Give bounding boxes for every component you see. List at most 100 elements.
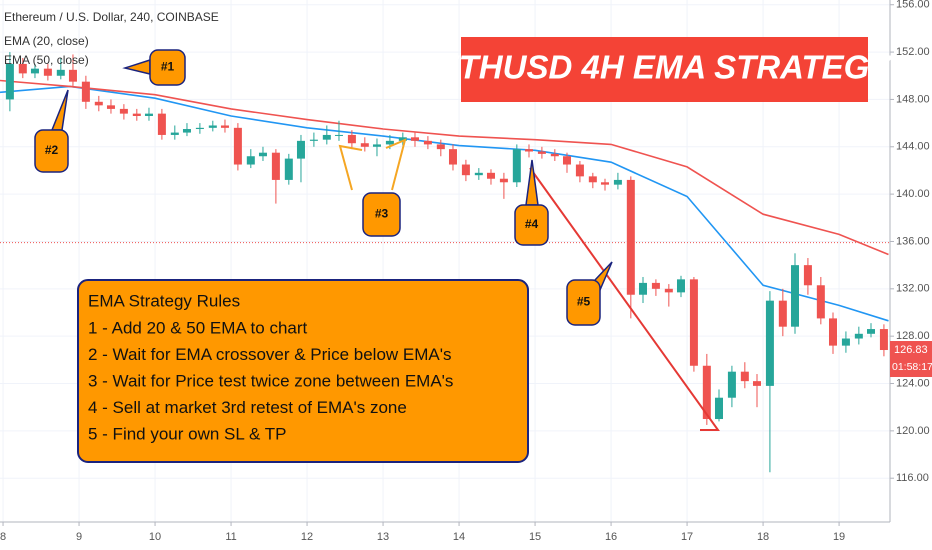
candle-body bbox=[816, 285, 825, 319]
candle-body bbox=[879, 329, 888, 351]
last-price-box bbox=[890, 341, 932, 378]
legend-entry: EMA (50, close) bbox=[4, 53, 89, 67]
rule: 2 - Wait for EMA crossover & Price below… bbox=[88, 345, 452, 364]
countdown: 01:58:17 bbox=[892, 361, 932, 373]
candle-body bbox=[474, 172, 483, 176]
candle-body bbox=[157, 113, 166, 135]
candle-body bbox=[575, 164, 584, 177]
candle-body bbox=[81, 81, 90, 102]
x-tick-label: 15 bbox=[529, 531, 541, 543]
candle-body bbox=[727, 371, 736, 398]
chart-header: Ethereum / U.S. Dollar, 240, COINBASE bbox=[4, 10, 219, 24]
x-tick-label: 13 bbox=[377, 531, 389, 543]
candle-body bbox=[372, 144, 381, 147]
x-tick-label: 17 bbox=[681, 531, 693, 543]
candle-body bbox=[436, 144, 445, 150]
candle-body bbox=[803, 265, 812, 286]
candle-body bbox=[208, 125, 217, 128]
x-tick-label: 18 bbox=[757, 531, 769, 543]
rules-box bbox=[77, 279, 529, 463]
y-tick-label: 140.00 bbox=[896, 188, 930, 200]
y-tick-label: 152.00 bbox=[896, 46, 930, 58]
x-tick-label: 10 bbox=[149, 531, 161, 543]
y-tick-label: 116.00 bbox=[896, 472, 929, 484]
arrow bbox=[529, 167, 720, 431]
arrow bbox=[385, 138, 407, 191]
candle-body bbox=[347, 134, 356, 144]
ema-line bbox=[0, 79, 889, 256]
candle-body bbox=[170, 132, 179, 135]
last-price-label: 126.83 bbox=[894, 344, 928, 356]
x-tick-label: 11 bbox=[225, 531, 236, 543]
candle-body bbox=[626, 179, 635, 295]
candles bbox=[5, 52, 888, 473]
arrow bbox=[338, 144, 363, 191]
candle-body bbox=[5, 63, 14, 100]
candle-body bbox=[790, 265, 799, 327]
candle-body bbox=[740, 371, 749, 382]
rules-title: EMA Strategy Rules bbox=[88, 291, 240, 310]
ema-lines bbox=[0, 79, 889, 322]
y-tick-label: 128.00 bbox=[896, 330, 930, 342]
candle-body bbox=[689, 279, 698, 366]
candle-body bbox=[638, 282, 647, 295]
annotations: #1 #2 #3 #4 #5 EMA Strategy Rules 1 - Add 20 &… bbox=[34, 49, 720, 463]
title-box bbox=[461, 37, 868, 102]
candle-body bbox=[550, 153, 559, 157]
rule: 3 - Wait for Price test twice zone betwe… bbox=[88, 371, 453, 390]
candle-body bbox=[43, 68, 52, 76]
y-tick-label: 124.00 bbox=[896, 377, 930, 389]
candle-body bbox=[588, 176, 597, 183]
candle-body bbox=[448, 149, 457, 165]
candle-body bbox=[676, 279, 685, 293]
x-tick-label: 14 bbox=[453, 531, 465, 543]
candle-body bbox=[296, 140, 305, 159]
candle-body bbox=[423, 140, 432, 145]
candle-body bbox=[18, 63, 27, 74]
candle-body bbox=[258, 152, 267, 157]
candle-body bbox=[537, 151, 546, 154]
candle-body bbox=[94, 101, 103, 106]
candle-body bbox=[562, 156, 571, 165]
chart-title: ETHUSD 4H EMA STRATEGY bbox=[437, 49, 895, 86]
callout bbox=[514, 204, 549, 246]
y-tick-label: 144.00 bbox=[896, 141, 930, 153]
callout bbox=[362, 192, 401, 237]
callout bbox=[149, 49, 186, 86]
y-tick-label: 136.00 bbox=[896, 235, 930, 247]
candle-body bbox=[195, 127, 204, 130]
x-tick-label: 9 bbox=[76, 531, 82, 543]
candle-body bbox=[410, 137, 419, 141]
candle-body bbox=[284, 158, 293, 180]
rule: 5 - Find your own SL & TP bbox=[88, 424, 286, 443]
candle-body bbox=[778, 300, 787, 327]
y-tick-label: 132.00 bbox=[896, 283, 930, 295]
candle-body bbox=[30, 68, 39, 74]
legend-entry: EMA (20, close) bbox=[4, 34, 89, 48]
x-tick-label: 8 bbox=[0, 531, 6, 543]
ema-line bbox=[0, 85, 889, 322]
candle-body bbox=[702, 365, 711, 420]
candle-body bbox=[334, 134, 343, 136]
candle-body bbox=[398, 137, 407, 141]
callout-label: #3 bbox=[375, 207, 389, 221]
candle-body bbox=[664, 288, 673, 293]
callout-label: #5 bbox=[577, 295, 591, 309]
candle-body bbox=[613, 179, 622, 185]
candle-body bbox=[309, 139, 318, 141]
candle-body bbox=[360, 143, 369, 147]
callout bbox=[566, 279, 601, 326]
y-tick-label: 156.00 bbox=[896, 0, 930, 11]
candle-body bbox=[866, 329, 875, 334]
candle-body bbox=[651, 282, 660, 289]
y-tick-label: 120.00 bbox=[896, 425, 930, 437]
x-tick-label: 12 bbox=[301, 531, 313, 543]
candle-body bbox=[486, 172, 495, 179]
callout-label: #2 bbox=[45, 143, 59, 157]
candle-body bbox=[56, 69, 65, 76]
candle-body bbox=[841, 338, 850, 346]
candle-body bbox=[271, 152, 280, 180]
candle-body bbox=[512, 149, 521, 183]
candle-body bbox=[499, 178, 508, 183]
